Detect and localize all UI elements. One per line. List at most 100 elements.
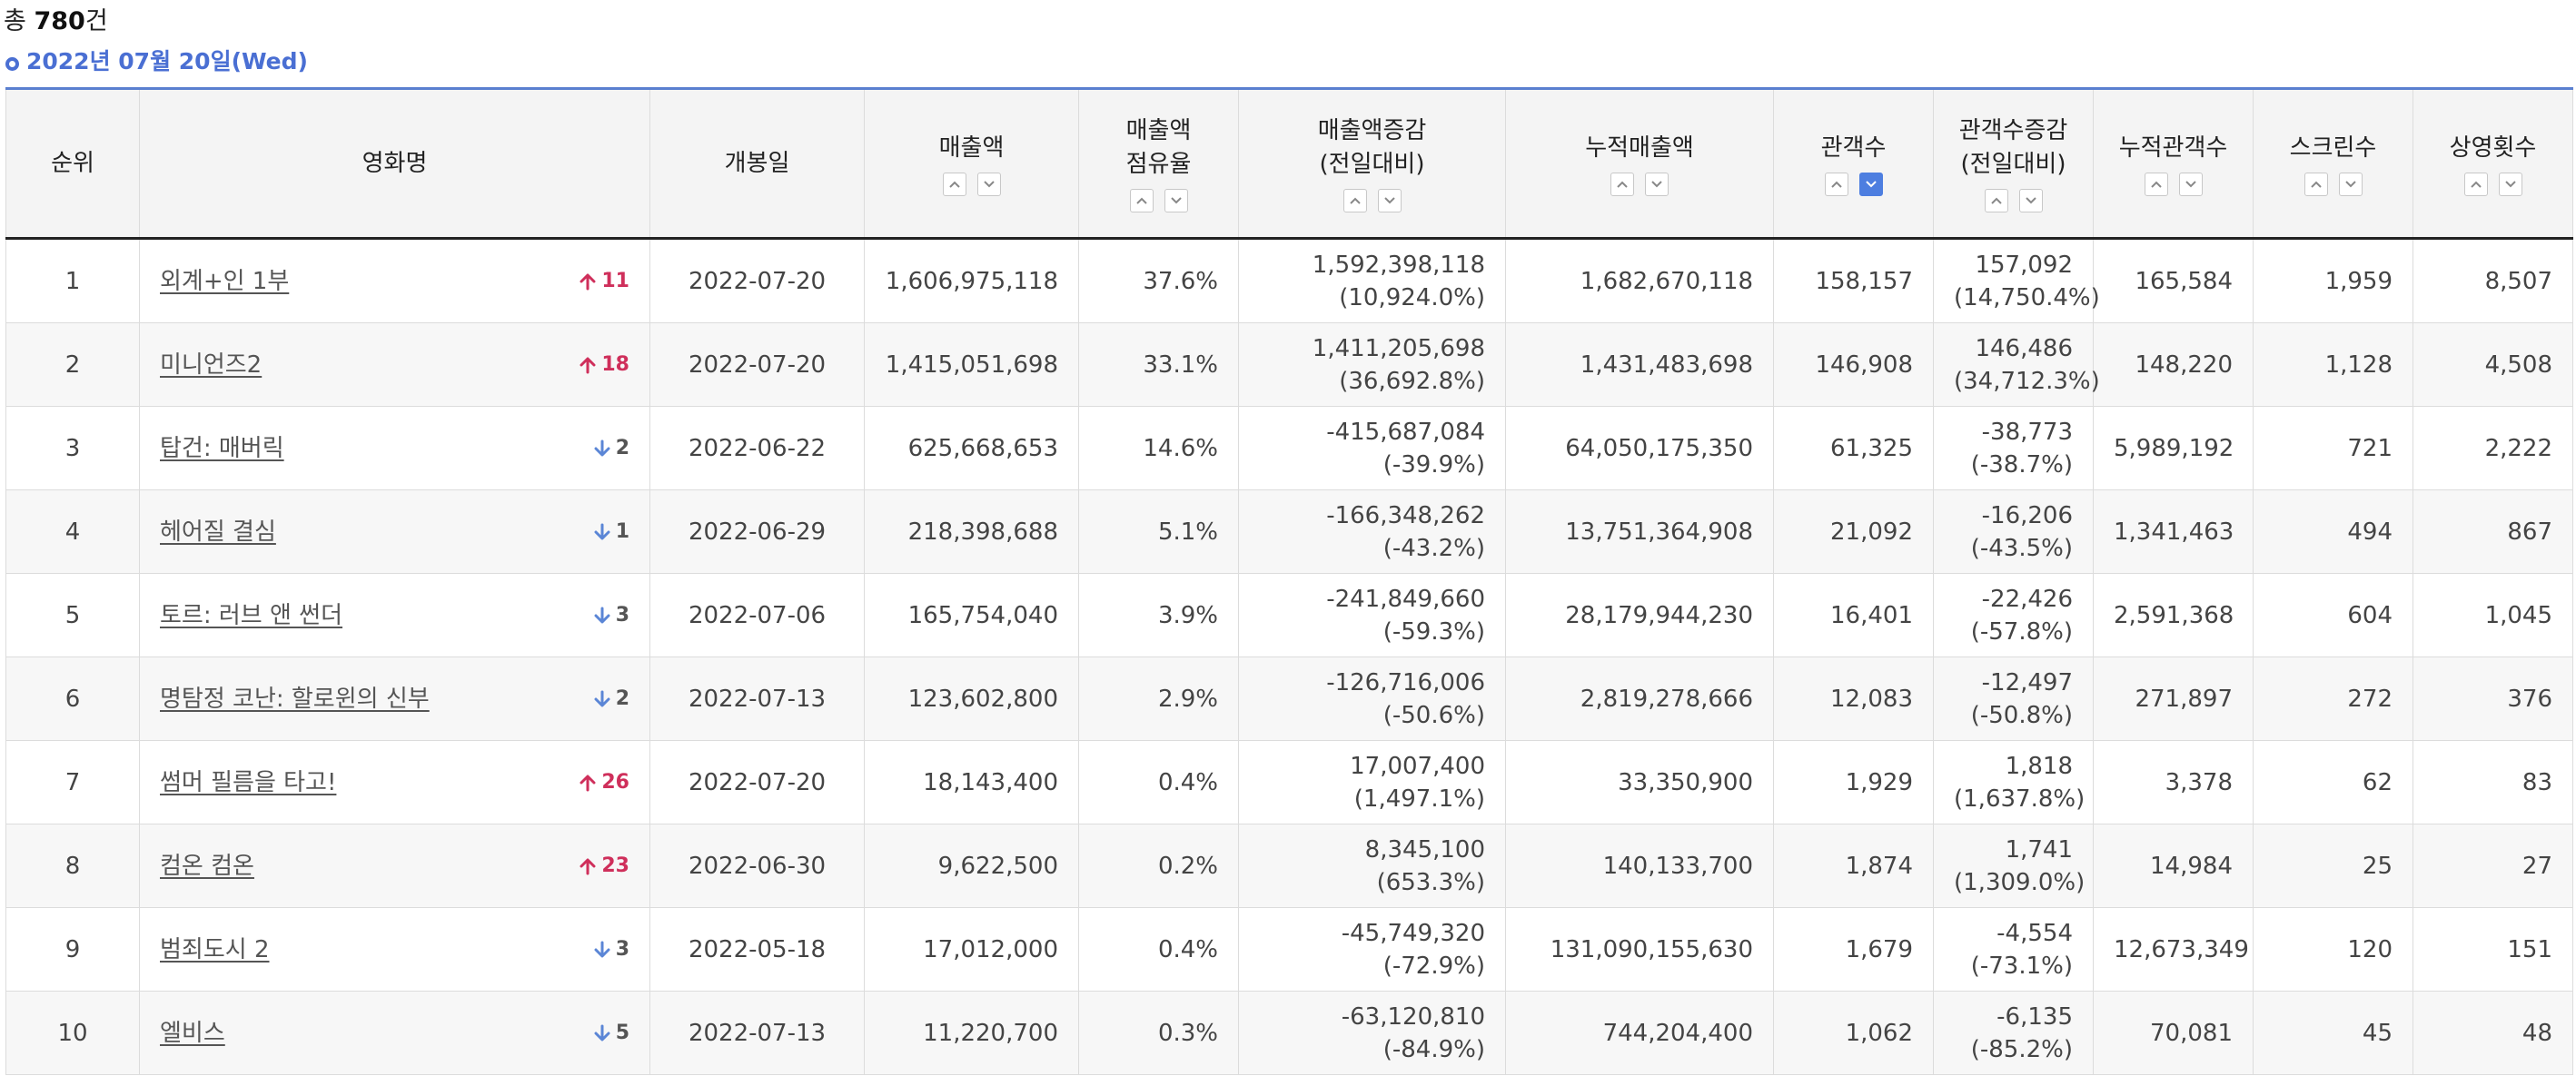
date-heading: 2022년 07월 20일(Wed) <box>5 44 308 80</box>
sort-ascending-button[interactable] <box>1342 189 1367 212</box>
sort-controls <box>865 172 1078 196</box>
rank-change: 2 <box>594 432 629 465</box>
table-header: 순위 영화명 개봉일 매출액 매출액 점유율 매출액증감 (전일대비) 누적매출액 관객수 관객수증… <box>5 87 2573 240</box>
cell-sales_change: -126,716,006 (-50.6%) <box>1238 657 1506 741</box>
cell-acc_audience: 2,591,368 <box>2093 573 2254 657</box>
column-header-label: 스크린수 <box>2289 133 2377 162</box>
cell-acc_audience: 14,984 <box>2093 824 2254 908</box>
cell-rank: 7 <box>5 740 140 824</box>
rank-change: 11 <box>580 265 629 298</box>
arrow-down-icon <box>594 690 610 708</box>
rank-change-value: 2 <box>615 686 629 710</box>
rank-change: 3 <box>594 933 629 966</box>
title-wrapper: 미니언즈2 18 <box>160 349 629 381</box>
sort-ascending-button[interactable] <box>1129 189 1154 212</box>
sort-ascending-button[interactable] <box>942 172 966 196</box>
column-header-label: 매출액증감 <box>1317 117 1427 144</box>
cell-title: 미니언즈2 18 <box>139 322 650 407</box>
title-wrapper: 명탐정 코난: 할로윈의 신부 2 <box>160 683 629 716</box>
movie-title-link[interactable]: 컴온 컴온 <box>160 852 254 880</box>
table-row: 10 엘비스 5 2022-07-13 11,220,700 0.3% -63,120,81… <box>5 991 2573 1075</box>
cell-screens: 45 <box>2253 991 2413 1075</box>
sort-ascending-button[interactable] <box>2144 172 2168 196</box>
column-header-sublabel: (전일대비) <box>1960 151 2066 178</box>
cell-aud_change: 1,741 (1,309.0%) <box>1933 824 2094 908</box>
sort-descending-button[interactable] <box>2018 189 2043 212</box>
sort-descending-button[interactable] <box>1645 172 1669 196</box>
cell-rank: 1 <box>5 238 140 323</box>
movie-title-link[interactable]: 미니언즈2 <box>160 350 263 379</box>
movie-title-link[interactable]: 썸머 필름을 타고! <box>160 768 337 796</box>
sales_change-percent: (-72.9%) <box>1382 952 1485 980</box>
sales_change-value: 8,345,100 <box>1364 835 1485 864</box>
cell-share: 14.6% <box>1078 406 1239 490</box>
cell-screens: 1,959 <box>2253 238 2413 323</box>
aud_change-percent: (-38.7%) <box>1970 450 2073 479</box>
movie-title-link[interactable]: 범죄도시 2 <box>160 935 270 963</box>
arrow-up-icon <box>580 272 596 291</box>
sort-ascending-button[interactable] <box>2304 172 2328 196</box>
cell-sales: 123,602,800 <box>864 657 1079 741</box>
movie-title-link[interactable]: 토르: 러브 앤 썬더 <box>160 601 342 629</box>
arrow-down-icon <box>594 523 610 541</box>
movie-title-link[interactable]: 탑건: 매버릭 <box>160 434 284 462</box>
cell-sales_change: 1,411,205,698 (36,692.8%) <box>1238 322 1506 407</box>
sort-descending-button[interactable] <box>2178 172 2203 196</box>
cell-aud_change: -16,206 (-43.5%) <box>1933 489 2094 574</box>
cell-acc_audience: 271,897 <box>2093 657 2254 741</box>
arrow-up-icon <box>580 774 596 792</box>
column-header-label: 매출액 <box>938 133 1005 162</box>
sort-controls <box>1079 189 1238 212</box>
cell-title: 헤어질 결심 1 <box>139 489 650 574</box>
cell-open: 2022-07-20 <box>649 238 865 323</box>
rank-change: 3 <box>594 599 629 632</box>
sales_change-percent: (-50.6%) <box>1382 701 1485 729</box>
title-wrapper: 토르: 러브 앤 썬더 3 <box>160 599 629 632</box>
sales_change-percent: (1,497.1%) <box>1353 785 1485 813</box>
movie-title-link[interactable]: 외계+인 1부 <box>160 267 290 295</box>
cell-aud_change: -12,497 (-50.8%) <box>1933 657 2094 741</box>
sort-descending-button[interactable] <box>1164 189 1188 212</box>
sort-descending-button[interactable] <box>976 172 1001 196</box>
cell-open: 2022-07-06 <box>649 573 865 657</box>
cell-audience: 1,874 <box>1773 824 1934 908</box>
table-row: 5 토르: 러브 앤 썬더 3 2022-07-06 165,754,040 3.9% -2… <box>5 573 2573 657</box>
cell-acc_audience: 5,989,192 <box>2093 406 2254 490</box>
aud_change-value: -6,135 <box>1996 1002 2073 1031</box>
movie-title-link[interactable]: 명탐정 코난: 할로윈의 신부 <box>160 685 430 713</box>
movie-title-link[interactable]: 헤어질 결심 <box>160 518 276 546</box>
cell-share: 3.9% <box>1078 573 1239 657</box>
sales_change-value: 17,007,400 <box>1350 752 1485 780</box>
cell-screens: 494 <box>2253 489 2413 574</box>
movie-title-link[interactable]: 엘비스 <box>160 1019 225 1047</box>
sort-ascending-button[interactable] <box>1610 172 1634 196</box>
sort-ascending-button[interactable] <box>1984 189 2008 212</box>
cell-aud_change: 1,818 (1,637.8%) <box>1933 740 2094 824</box>
column-header-label: 누적관객수 <box>2118 133 2228 162</box>
cell-open: 2022-07-20 <box>649 740 865 824</box>
sales_change-value: -166,348,262 <box>1326 501 1485 529</box>
column-header-label: 관객수증감 <box>1958 117 2068 144</box>
sort-ascending-button[interactable] <box>2463 172 2488 196</box>
sort-descending-button[interactable] <box>2498 172 2522 196</box>
sort-controls <box>2413 172 2572 196</box>
aud_change-value: 1,741 <box>2005 835 2073 864</box>
aud_change-percent: (14,750.4%) <box>1954 283 2100 311</box>
sort-ascending-button[interactable] <box>1824 172 1848 196</box>
cell-rank: 2 <box>5 322 140 407</box>
table-row: 1 외계+인 1부 11 2022-07-20 1,606,975,118 37.6% 1,… <box>5 238 2573 323</box>
column-header-label: 순위 <box>51 149 94 177</box>
cell-sales_change: -63,120,810 (-84.9%) <box>1238 991 1506 1075</box>
sort-descending-button[interactable] <box>1858 172 1883 196</box>
cell-sales_change: 8,345,100 (653.3%) <box>1238 824 1506 908</box>
rank-change: 5 <box>594 1017 629 1050</box>
cell-audience: 146,908 <box>1773 322 1934 407</box>
cell-sales: 9,622,500 <box>864 824 1079 908</box>
total-count-value: 780 <box>34 7 85 35</box>
sort-descending-button[interactable] <box>2338 172 2363 196</box>
cell-share: 0.4% <box>1078 740 1239 824</box>
sales_change-value: -415,687,084 <box>1326 418 1485 446</box>
sort-descending-button[interactable] <box>1377 189 1402 212</box>
cell-sales: 165,754,040 <box>864 573 1079 657</box>
cell-acc_sales: 13,751,364,908 <box>1505 489 1774 574</box>
